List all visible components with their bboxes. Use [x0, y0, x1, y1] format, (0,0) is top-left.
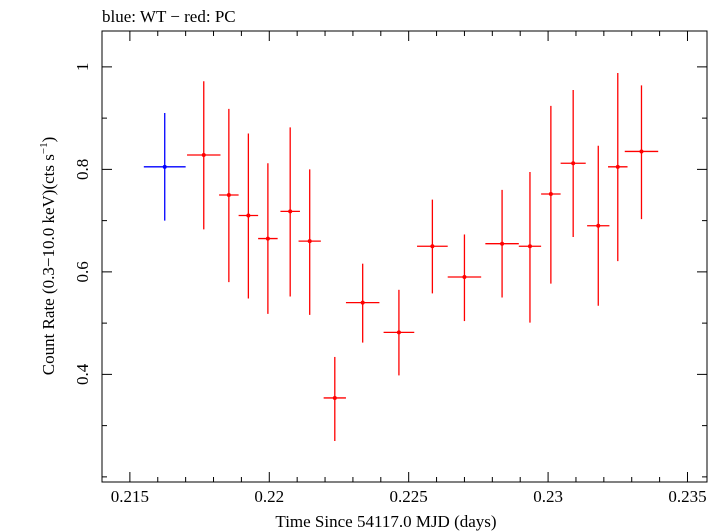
- y-axis: 0.4 0.6 0.8 1: [73, 63, 707, 478]
- data-point: [541, 105, 561, 284]
- chart-title: blue: WT − red: PC: [102, 7, 236, 26]
- point-marker: [527, 244, 532, 249]
- data-point: [187, 81, 221, 230]
- y-tick-label: 0.8: [73, 159, 92, 180]
- y-axis-label-end: ): [39, 137, 58, 143]
- data-point: [323, 356, 346, 441]
- y-axis-label-main: Count Rate (0.3−10.0 keV)(cts s: [39, 154, 58, 375]
- y-axis-label-superscript: −1: [38, 142, 50, 154]
- data-point: [345, 263, 380, 343]
- data-point: [587, 145, 610, 306]
- y-tick-label: 0.4: [73, 363, 92, 385]
- x-axis: 0.215 0.22 0.225 0.23 0.235: [101, 31, 707, 506]
- point-marker: [360, 300, 365, 305]
- y-axis-label: Count Rate (0.3−10.0 keV)(cts s−1): [38, 137, 58, 376]
- data-point: [608, 73, 628, 262]
- data-point: [417, 199, 448, 294]
- point-marker: [596, 223, 601, 228]
- data-series: [143, 73, 659, 441]
- data-point: [219, 108, 239, 283]
- data-point: [143, 113, 186, 221]
- point-marker: [462, 275, 467, 279]
- x-tick-label: 0.22: [254, 487, 284, 506]
- point-marker: [246, 213, 251, 218]
- data-point: [258, 163, 278, 314]
- y-tick-label: 1: [73, 63, 92, 72]
- point-marker: [332, 395, 337, 400]
- point-marker: [288, 209, 293, 214]
- series-1: [187, 73, 659, 441]
- point-marker: [430, 244, 435, 249]
- data-point: [383, 289, 415, 376]
- x-axis-label: Time Since 54117.0 MJD (days): [275, 512, 496, 531]
- x-tick-label: 0.23: [533, 487, 563, 506]
- point-marker: [548, 191, 553, 196]
- x-tick-label: 0.225: [390, 487, 428, 506]
- point-marker: [639, 149, 644, 154]
- point-marker: [307, 239, 312, 244]
- x-tick-label: 0.235: [668, 487, 706, 506]
- data-point: [447, 234, 482, 322]
- point-marker: [500, 241, 505, 246]
- point-marker: [162, 164, 167, 169]
- plot-frame: [101, 30, 708, 483]
- data-point: [280, 127, 300, 297]
- point-marker: [226, 193, 231, 197]
- data-point: [560, 89, 586, 238]
- data-point: [518, 171, 542, 323]
- point-marker: [571, 161, 576, 166]
- data-point: [624, 85, 659, 220]
- data-point: [485, 189, 519, 298]
- point-marker: [265, 236, 270, 241]
- data-point: [238, 133, 259, 299]
- point-marker: [615, 164, 620, 169]
- x-tick-label: 0.215: [111, 487, 149, 506]
- y-tick-label: 0.6: [73, 261, 92, 282]
- point-marker: [201, 153, 206, 158]
- series-0: [143, 113, 186, 221]
- data-point: [298, 169, 321, 315]
- point-marker: [396, 330, 401, 335]
